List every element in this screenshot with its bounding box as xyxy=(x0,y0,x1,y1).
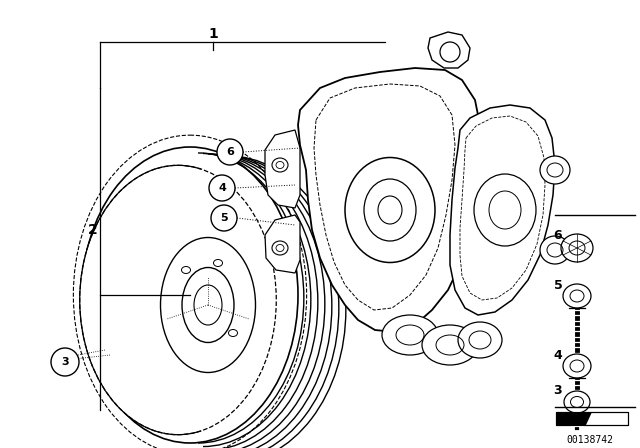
Text: 1: 1 xyxy=(208,27,218,41)
Text: 2: 2 xyxy=(88,223,98,237)
Polygon shape xyxy=(556,412,592,425)
Ellipse shape xyxy=(540,156,570,184)
Polygon shape xyxy=(450,105,555,315)
Ellipse shape xyxy=(422,325,478,365)
Polygon shape xyxy=(298,68,480,332)
Text: 00138742: 00138742 xyxy=(566,435,614,445)
Ellipse shape xyxy=(80,165,276,435)
Ellipse shape xyxy=(345,158,435,263)
Circle shape xyxy=(211,205,237,231)
Polygon shape xyxy=(556,412,628,425)
Ellipse shape xyxy=(82,147,298,443)
Ellipse shape xyxy=(540,236,570,264)
Text: 5: 5 xyxy=(554,279,563,292)
Ellipse shape xyxy=(182,267,234,343)
Text: 4: 4 xyxy=(218,183,226,193)
Text: 6: 6 xyxy=(554,228,563,241)
Polygon shape xyxy=(265,215,300,273)
Circle shape xyxy=(51,348,79,376)
Polygon shape xyxy=(265,130,300,208)
Text: 3: 3 xyxy=(554,383,563,396)
Ellipse shape xyxy=(474,174,536,246)
Polygon shape xyxy=(428,32,470,68)
Text: 6: 6 xyxy=(226,147,234,157)
Circle shape xyxy=(217,139,243,165)
Text: 5: 5 xyxy=(220,213,228,223)
Ellipse shape xyxy=(563,284,591,308)
Ellipse shape xyxy=(564,391,590,413)
Ellipse shape xyxy=(563,354,591,378)
Ellipse shape xyxy=(561,234,593,262)
Ellipse shape xyxy=(382,315,438,355)
Ellipse shape xyxy=(161,237,255,372)
Text: 4: 4 xyxy=(554,349,563,362)
Text: 3: 3 xyxy=(61,357,69,367)
Ellipse shape xyxy=(364,179,416,241)
Ellipse shape xyxy=(458,322,502,358)
Circle shape xyxy=(209,175,235,201)
